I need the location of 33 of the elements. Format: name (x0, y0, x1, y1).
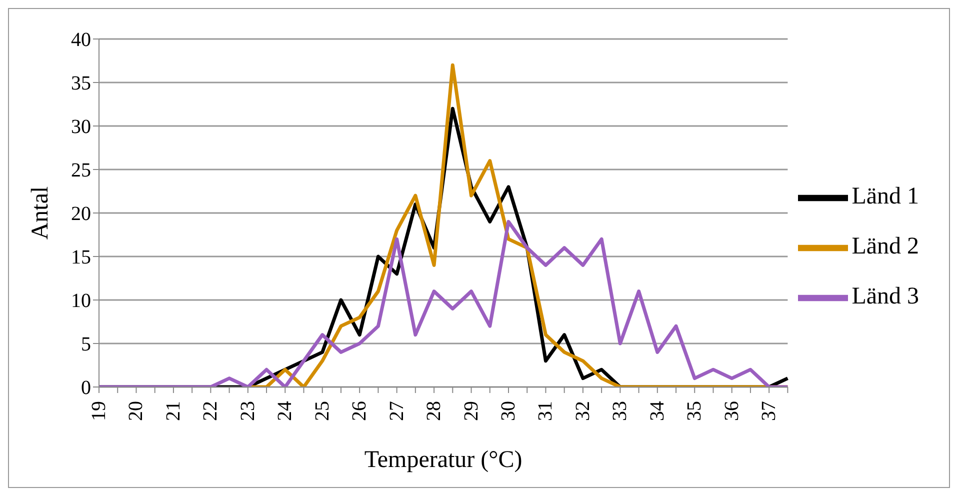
y-tick-label: 10 (71, 290, 91, 312)
y-tick-label: 20 (71, 203, 91, 226)
y-tick-label: 5 (81, 334, 91, 356)
x-tick-label: 34 (646, 401, 668, 421)
x-tick-label: 22 (200, 401, 222, 421)
x-axis-title: Temperatur (°C) (364, 447, 522, 473)
y-tick-label: 30 (71, 116, 91, 138)
x-tick-label: 23 (236, 401, 259, 421)
y-tick-label: 0 (81, 377, 91, 400)
x-tick-label: 30 (497, 401, 520, 421)
x-tick-label: 25 (311, 401, 334, 421)
legend-label: Länd 1 (852, 184, 919, 210)
x-tick-label: 37 (758, 401, 780, 421)
y-tick-label: 40 (71, 29, 91, 52)
y-tick-label: 15 (71, 246, 91, 269)
legend-label: Länd 3 (852, 284, 919, 310)
x-tick-label: 36 (720, 401, 743, 421)
y-axis-title: Antal (28, 186, 54, 240)
x-tick-label: 32 (572, 401, 594, 421)
y-tick-label: 25 (71, 160, 91, 182)
x-tick-label: 33 (609, 401, 632, 421)
x-tick-label: 29 (460, 401, 482, 421)
x-tick-label: 28 (423, 401, 446, 421)
x-tick-label: 21 (162, 401, 184, 421)
x-tick-label: 20 (125, 401, 148, 421)
x-tick-label: 35 (684, 401, 706, 421)
x-tick-label: 26 (348, 401, 371, 421)
x-tick-label: 24 (274, 401, 296, 421)
legend-label: Länd 2 (852, 234, 919, 260)
x-tick-label: 19 (88, 401, 110, 421)
y-tick-label: 35 (71, 72, 91, 95)
x-tick-label: 31 (534, 401, 557, 421)
x-tick-label: 27 (386, 401, 408, 421)
